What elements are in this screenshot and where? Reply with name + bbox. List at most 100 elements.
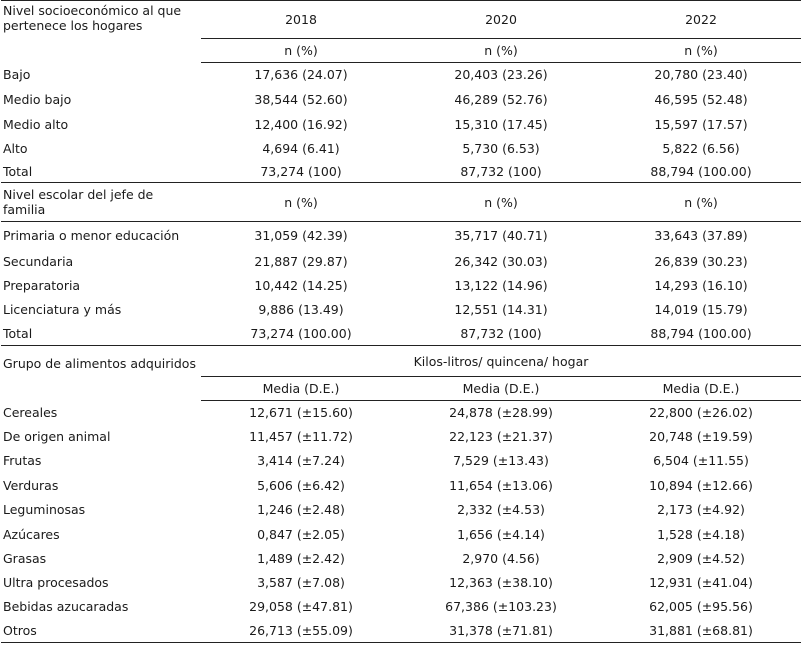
section-header-socioeconomic: Nivel socioeconómico al que pertenece lo… — [1, 0, 201, 63]
row-label: Bebidas azucaradas — [3, 599, 129, 614]
cell-value: 87,732 (100) — [401, 160, 601, 183]
cell-value: 22,123 (±21.37) — [449, 429, 553, 444]
table-row: Licenciatura y más 9,886 (13.49) 12,551 … — [1, 298, 801, 322]
row-label: Alto — [3, 141, 28, 156]
row-label: Ultra procesados — [3, 575, 109, 590]
row-label: Total — [1, 321, 201, 346]
cell-value: 14,293 (16.10) — [654, 278, 748, 293]
cell-value: 7,529 (±13.43) — [453, 453, 549, 468]
cell-value: 1,656 (±4.14) — [457, 526, 545, 542]
cell-value: 12,363 (±38.10) — [449, 575, 553, 590]
table-row: Frutas 3,414 (±7.24) 7,529 (±13.43) 6,50… — [1, 449, 801, 473]
cell-value: 10,894 (±12.66) — [649, 477, 753, 493]
row-label: Licenciatura y más — [3, 302, 122, 317]
cell-value: 15,310 (17.45) — [454, 116, 548, 132]
unit-header: n (%) — [401, 182, 601, 222]
cell-value: 6,504 (±11.55) — [653, 453, 749, 468]
row-label: Verduras — [3, 477, 59, 493]
cell-value: 10,442 (14.25) — [254, 278, 348, 293]
row-label: Leguminosas — [3, 502, 86, 517]
unit-header: Media (D.E.) — [601, 376, 801, 401]
table-row: Leguminosas 1,246 (±2.48) 2,332 (±4.53) … — [1, 498, 801, 522]
row-label: De origen animal — [3, 429, 111, 444]
cell-value: 62,005 (±95.56) — [649, 599, 753, 614]
cell-value: 12,551 (14.31) — [454, 302, 548, 317]
cell-value: 13,122 (14.96) — [454, 278, 548, 293]
unit-header: n (%) — [201, 38, 401, 63]
cell-value: 5,606 (±6.42) — [257, 477, 345, 493]
cell-value: 3,414 (±7.24) — [257, 453, 345, 468]
row-label: Cereales — [3, 405, 58, 420]
cell-value: 2,173 (±4.92) — [657, 502, 745, 517]
table-row: Secundaria 21,887 (29.87) 26,342 (30.03)… — [1, 249, 801, 274]
cell-value: 20,780 (23.40) — [654, 67, 748, 83]
cell-value: 22,800 (±26.02) — [649, 405, 753, 421]
row-label: Bajo — [3, 67, 31, 82]
cell-value: 1,528 (±4.18) — [657, 526, 745, 542]
cell-value: 1,246 (±2.48) — [257, 502, 345, 517]
cell-value: 5,730 (6.53) — [462, 141, 540, 156]
cell-value: 2,970 (4.56) — [462, 551, 540, 566]
cell-value: 38,544 (52.60) — [254, 91, 348, 107]
row-label: Frutas — [3, 453, 42, 468]
cell-value: 88,794 (100.00) — [601, 321, 801, 346]
unit-header: Media (D.E.) — [201, 376, 401, 401]
table-row: Azúcares 0,847 (±2.05) 1,656 (±4.14) 1,5… — [1, 522, 801, 547]
table-row: Grasas 1,489 (±2.42) 2,970 (4.56) 2,909 … — [1, 547, 801, 571]
year-header: 2020 — [401, 0, 601, 39]
row-label: Azúcares — [3, 526, 60, 542]
table-row: Bajo 17,636 (24.07) 20,403 (23.26) 20,78… — [1, 63, 801, 87]
table-row: Cereales 12,671 (±15.60) 24,878 (±28.99)… — [1, 401, 801, 425]
cell-value: 1,489 (±2.42) — [257, 551, 345, 566]
cell-value: 2,909 (±4.52) — [657, 551, 745, 566]
row-label: Preparatoria — [3, 278, 81, 293]
cell-value: 9,886 (13.49) — [258, 302, 344, 317]
row-label: Otros — [1, 618, 201, 643]
row-label: Secundaria — [3, 253, 74, 269]
cell-value: 88,794 (100.00) — [601, 160, 801, 183]
span-header: Kilos-litros/ quincena/ hogar — [201, 345, 801, 377]
table-row: Medio bajo 38,544 (52.60) 46,289 (52.76)… — [1, 87, 801, 112]
total-row: Total 73,274 (100.00) 87,732 (100) 88,79… — [1, 321, 801, 346]
section-header-education: Nivel escolar del jefe de familia — [1, 182, 201, 222]
cell-value: 87,732 (100) — [401, 321, 601, 346]
row-label: Grasas — [3, 551, 47, 566]
table-row: Ultra procesados 3,587 (±7.08) 12,363 (±… — [1, 571, 801, 595]
cell-value: 3,587 (±7.08) — [257, 575, 345, 590]
cell-value: 20,403 (23.26) — [454, 67, 548, 83]
unit-header: n (%) — [601, 182, 801, 222]
table-row: Medio alto 12,400 (16.92) 15,310 (17.45)… — [1, 112, 801, 137]
cell-value: 46,289 (52.76) — [454, 91, 548, 107]
data-table: Nivel socioeconómico al que pertenece lo… — [1, 0, 801, 643]
row-label: Medio bajo — [3, 91, 72, 107]
unit-header: n (%) — [401, 38, 601, 63]
cell-value: 31,881 (±68.81) — [601, 618, 801, 643]
cell-value: 26,839 (30.23) — [654, 253, 748, 269]
cell-value: 31,378 (±71.81) — [401, 618, 601, 643]
total-row: Total 73,274 (100) 87,732 (100) 88,794 (… — [1, 160, 801, 183]
unit-header: n (%) — [201, 182, 401, 222]
cell-value: 21,887 (29.87) — [254, 253, 348, 269]
row-label: Total — [1, 160, 201, 183]
cell-value: 5,822 (6.56) — [662, 141, 740, 156]
cell-value: 4,694 (6.41) — [262, 141, 340, 156]
cell-value: 20,748 (±19.59) — [649, 429, 753, 444]
cell-value: 0,847 (±2.05) — [257, 526, 345, 542]
cell-value: 73,274 (100) — [201, 160, 401, 183]
table-row: Preparatoria 10,442 (14.25) 13,122 (14.9… — [1, 274, 801, 298]
unit-header: Media (D.E.) — [401, 376, 601, 401]
table-row: Otros 26,713 (±55.09) 31,378 (±71.81) 31… — [1, 618, 801, 643]
table-row: Primaria o menor educación 31,059 (42.39… — [1, 222, 801, 249]
cell-value: 11,457 (±11.72) — [249, 429, 353, 444]
cell-value: 15,597 (17.57) — [654, 116, 748, 132]
cell-value: 11,654 (±13.06) — [449, 477, 553, 493]
cell-value: 46,595 (52.48) — [654, 91, 748, 107]
cell-value: 31,059 (42.39) — [254, 227, 348, 243]
cell-value: 14,019 (15.79) — [654, 302, 748, 317]
table-row: Bebidas azucaradas 29,058 (±47.81) 67,38… — [1, 595, 801, 619]
cell-value: 12,671 (±15.60) — [249, 405, 353, 421]
cell-value: 24,878 (±28.99) — [449, 405, 553, 421]
cell-value: 73,274 (100.00) — [201, 321, 401, 346]
cell-value: 67,386 (±103.23) — [445, 599, 557, 614]
row-label: Primaria o menor educación — [3, 227, 180, 243]
